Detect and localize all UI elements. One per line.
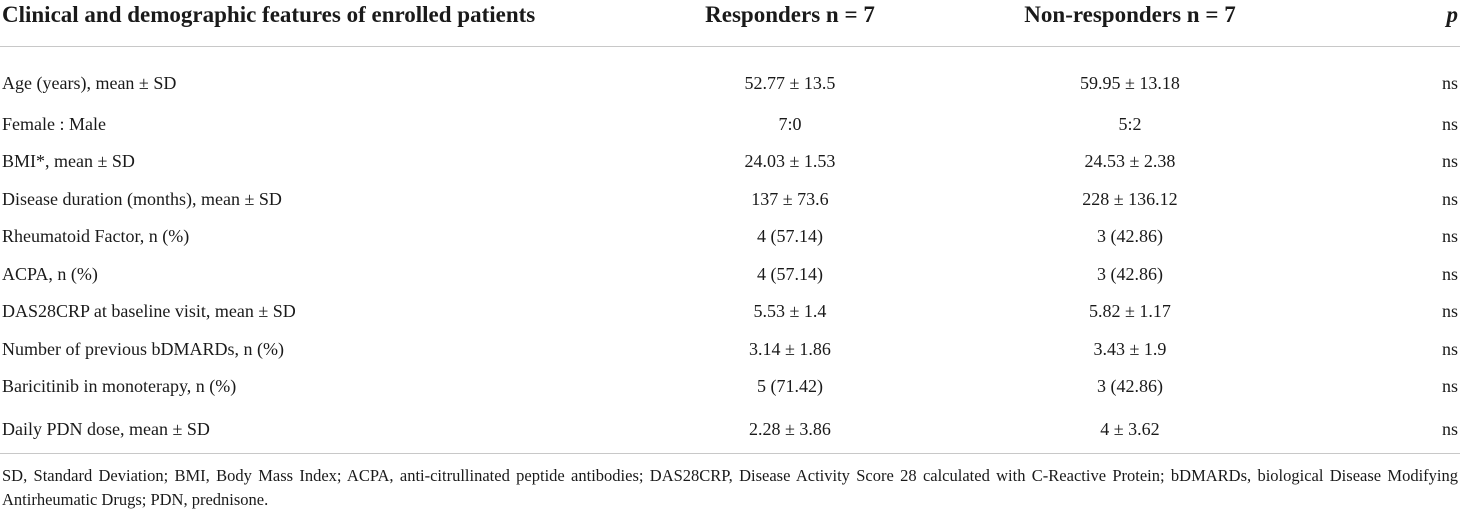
table-row: Daily PDN dose, mean ± SD 2.28 ± 3.86 4 …	[0, 405, 1460, 454]
table-header: Clinical and demographic features of enr…	[0, 0, 1460, 47]
row-label: Daily PDN dose, mean ± SD	[0, 405, 660, 454]
header-responders: Responders n = 7	[660, 0, 920, 47]
row-responders-value: 137 ± 73.6	[751, 188, 829, 209]
row-p-value: ns	[1441, 263, 1458, 284]
row-responders-value: 2.28 ± 3.86	[660, 405, 920, 454]
table-row: Number of previous bDMARDs, n (%) 3.14 ±…	[0, 330, 1460, 368]
header-p-value-text: p	[1446, 2, 1459, 27]
header-features: Clinical and demographic features of enr…	[0, 0, 660, 47]
row-label: Baricitinib in monoterapy, n (%)	[2, 376, 237, 397]
row-p-value: ns	[1340, 405, 1460, 454]
row-responders-value: 4 (57.14)	[757, 226, 823, 247]
row-non-responders-value: 59.95 ± 13.18	[1080, 73, 1180, 93]
row-non-responders-value: 3 (42.86)	[1097, 226, 1163, 247]
header-non-responders: Non-responders n = 7	[920, 0, 1340, 47]
row-p-value: ns	[1441, 338, 1458, 359]
row-label: Rheumatoid Factor, n (%)	[2, 226, 190, 247]
header-row: Clinical and demographic features of enr…	[0, 0, 1460, 47]
row-non-responders-value: 4 ± 3.62	[920, 405, 1340, 454]
patient-features-table: Clinical and demographic features of enr…	[0, 0, 1460, 454]
row-responders-value: 5 (71.42)	[757, 376, 823, 397]
row-responders-value: 7:0	[778, 113, 802, 134]
table-row: Female : Male 7:0 5:2 ns	[0, 105, 1460, 143]
row-non-responders-value: 228 ± 136.12	[1082, 188, 1178, 209]
row-responders-value: 24.03 ± 1.53	[744, 151, 836, 172]
table-footnote: SD, Standard Deviation; BMI, Body Mass I…	[2, 466, 1458, 509]
table-row: Age (years), mean ± SD 52.77 ± 13.5 59.9…	[0, 47, 1460, 106]
row-label: Number of previous bDMARDs, n (%)	[2, 338, 284, 359]
row-label: Disease duration (months), mean ± SD	[2, 188, 282, 209]
row-responders-value: 5.53 ± 1.4	[753, 301, 827, 322]
row-label: ACPA, n (%)	[2, 263, 98, 284]
row-responders-value: 52.77 ± 13.5	[744, 73, 836, 93]
row-label: DAS28CRP at baseline visit, mean ± SD	[2, 301, 296, 322]
row-responders-value: 3.14 ± 1.86	[749, 338, 831, 359]
row-responders-value: 4 (57.14)	[757, 263, 823, 284]
table-row: BMI*, mean ± SD 24.03 ± 1.53 24.53 ± 2.3…	[0, 143, 1460, 181]
row-non-responders-value: 3 (42.86)	[1097, 263, 1163, 284]
header-non-responders-text: Non-responders n = 7	[1024, 2, 1236, 27]
table-row: Disease duration (months), mean ± SD 137…	[0, 180, 1460, 218]
header-features-text: Clinical and demographic features of enr…	[2, 2, 536, 27]
row-p-value: ns	[1441, 226, 1458, 247]
row-p-value: ns	[1441, 376, 1458, 397]
table-row: DAS28CRP at baseline visit, mean ± SD 5.…	[0, 293, 1460, 331]
row-p-value: ns	[1441, 188, 1458, 209]
table-row: Baricitinib in monoterapy, n (%) 5 (71.4…	[0, 368, 1460, 406]
table-row: ACPA, n (%) 4 (57.14) 3 (42.86) ns	[0, 255, 1460, 293]
row-p-value: ns	[1441, 301, 1458, 322]
row-p-value: ns	[1441, 113, 1458, 134]
row-label: Female : Male	[2, 113, 106, 134]
header-p-value: p	[1340, 0, 1460, 47]
row-non-responders-value: 3.43 ± 1.9	[1093, 338, 1167, 359]
row-p-value: ns	[1441, 73, 1458, 93]
header-responders-text: Responders n = 7	[705, 2, 875, 27]
row-non-responders-value: 5:2	[1118, 113, 1142, 134]
row-non-responders-value: 24.53 ± 2.38	[1084, 151, 1176, 172]
row-non-responders-value: 3 (42.86)	[1097, 376, 1163, 397]
row-label: Age (years), mean ± SD	[2, 73, 177, 93]
table-body: Age (years), mean ± SD 52.77 ± 13.5 59.9…	[0, 47, 1460, 454]
row-p-value: ns	[1441, 151, 1458, 172]
table-row: Rheumatoid Factor, n (%) 4 (57.14) 3 (42…	[0, 218, 1460, 256]
row-non-responders-value: 5.82 ± 1.17	[1089, 301, 1171, 322]
row-label: BMI*, mean ± SD	[2, 151, 135, 172]
